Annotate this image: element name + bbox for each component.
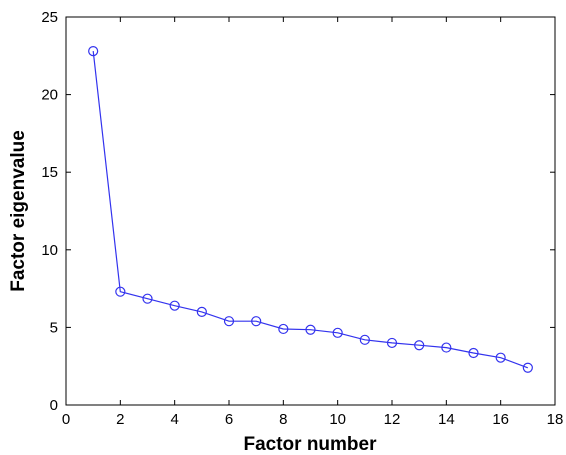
x-tick-label: 12 (384, 411, 401, 428)
plot-area (65, 16, 556, 406)
data-point (115, 286, 126, 297)
data-point (223, 316, 235, 327)
data-point (88, 46, 99, 57)
y-tick-label: 10 (41, 242, 58, 259)
data-point (441, 342, 452, 353)
series-polyline (92, 51, 529, 369)
y-tick-label: 0 (50, 397, 58, 414)
data-point (414, 340, 425, 351)
x-tick-label: 18 (547, 411, 564, 428)
data-point (495, 352, 506, 363)
tick-labels: 0 2 4 6 8 10 12 14 16 18 0 5 10 15 20 25 (41, 9, 563, 428)
data-point (386, 337, 398, 349)
data-point (305, 324, 316, 335)
data-point (251, 316, 262, 327)
series-line (88, 46, 533, 373)
data-point (142, 293, 153, 304)
x-tick-label: 14 (438, 411, 455, 428)
data-point (278, 323, 289, 335)
data-point (468, 347, 479, 359)
data-point (359, 334, 370, 345)
x-tick-label: 8 (279, 411, 287, 428)
data-point (196, 306, 207, 317)
x-tick-label: 16 (492, 411, 509, 428)
x-tick-label: 0 (62, 411, 70, 428)
x-tick-label: 6 (225, 411, 233, 428)
data-point (169, 300, 180, 311)
y-tick-label: 5 (50, 319, 58, 336)
y-tick-label: 20 (41, 87, 58, 104)
y-tick-label: 25 (41, 9, 58, 26)
x-tick-label: 2 (116, 411, 124, 428)
x-tick-label: 4 (170, 411, 178, 428)
data-point (522, 362, 533, 373)
y-axis-title: Factor eigenvalue (8, 130, 29, 292)
data-point (332, 327, 343, 338)
x-tick-label: 10 (329, 411, 346, 428)
axis-ticks (65, 16, 556, 406)
x-axis-title: Factor number (243, 434, 377, 455)
y-tick-label: 15 (41, 164, 58, 181)
